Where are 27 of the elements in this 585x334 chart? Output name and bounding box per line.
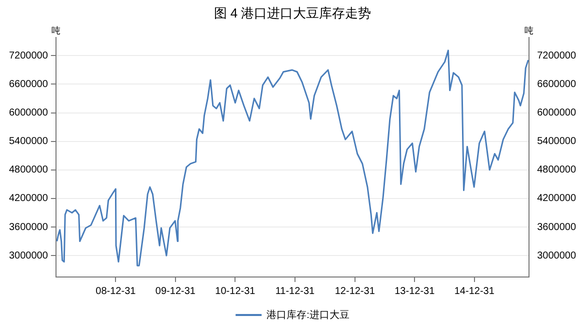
y2-tick-label: 4200000 [537,193,576,204]
y2-axis-title: 吨 [524,26,534,36]
chart-title: 图 4 港口进口大豆库存走势 [214,5,372,20]
y-tick-label: 6600000 [8,78,48,90]
x-tick-label: 12-12-31 [334,286,376,297]
x-tick-label: 10-12-31 [215,286,256,297]
y2-tick-label: 7200000 [537,50,576,62]
legend-label: 港口库存:进口大豆 [266,308,350,321]
y2-tick-label: 5400000 [537,136,576,148]
y-axis-title: 吨 [51,26,60,36]
y2-tick-label: 4800000 [537,164,576,176]
x-tick-label: 14-12-31 [454,286,495,297]
y-tick-label: 4200000 [8,193,48,204]
x-tick-label: 13-12-31 [394,286,436,297]
x-tick-label: 09-12-31 [155,286,196,297]
y-tick-label: 6000000 [8,108,48,119]
y-tick-label: 7200000 [8,50,48,62]
y-tick-label: 5400000 [8,136,48,148]
y-tick-label: 4800000 [8,164,48,176]
x-tick-label: 08-12-31 [96,286,136,297]
y-tick-label: 3000000 [8,250,48,262]
y-tick-label: 3600000 [8,222,48,233]
y2-tick-label: 3600000 [537,222,576,233]
y2-tick-label: 6000000 [537,108,576,119]
y2-tick-label: 3000000 [537,250,576,262]
x-tick-label: 11-12-31 [275,286,316,297]
y2-tick-label: 6600000 [537,78,576,90]
